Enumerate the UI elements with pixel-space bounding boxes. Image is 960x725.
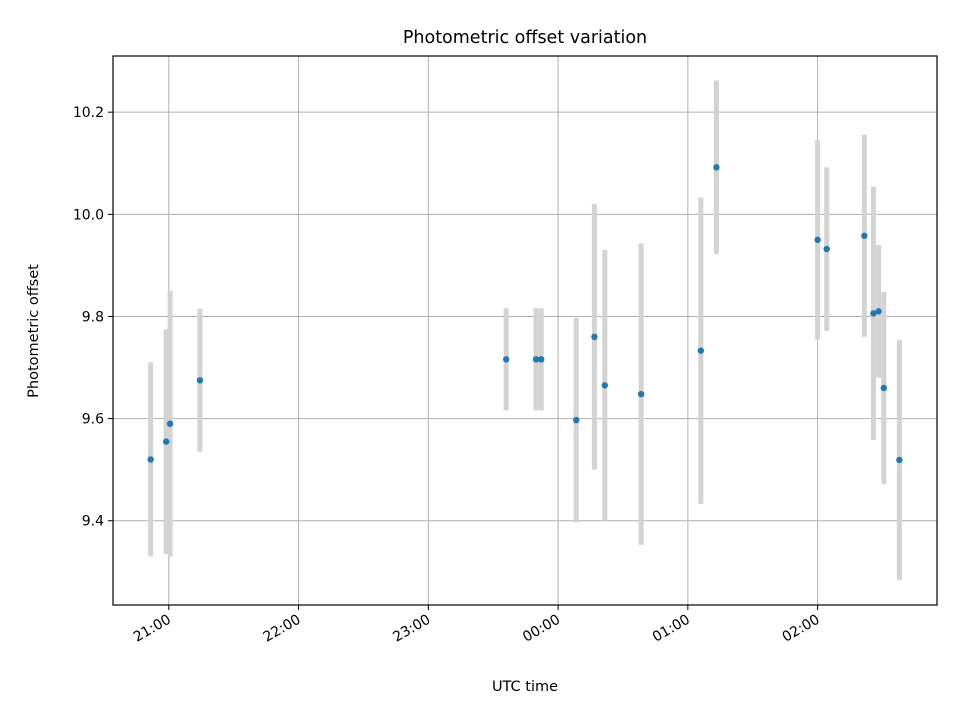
data-point xyxy=(870,310,877,317)
y-tick-label: 10.2 xyxy=(73,105,104,121)
data-point xyxy=(823,245,830,253)
y-axis-label: Photometric offset xyxy=(26,264,42,398)
data-point xyxy=(896,456,903,464)
point-layer xyxy=(147,164,903,464)
data-point xyxy=(502,356,510,363)
y-tick-label: 9.8 xyxy=(82,309,104,325)
data-point xyxy=(814,236,821,244)
data-point xyxy=(697,347,705,354)
x-axis-label: UTC time xyxy=(492,679,558,695)
data-point xyxy=(532,356,540,363)
data-point xyxy=(861,232,868,239)
data-point xyxy=(591,333,598,341)
data-point xyxy=(713,164,720,171)
data-point xyxy=(601,382,609,389)
plot-frame xyxy=(112,55,938,606)
y-tick-label: 9.4 xyxy=(82,514,104,530)
data-point xyxy=(637,390,645,398)
data-point xyxy=(538,356,545,363)
data-point xyxy=(166,420,174,427)
data-point xyxy=(880,384,887,392)
data-point xyxy=(875,308,882,315)
y-tick-label: 10.0 xyxy=(73,207,104,223)
chart-title: Photometric offset variation xyxy=(403,28,647,48)
y-tick-label: 9.6 xyxy=(82,412,104,428)
data-point xyxy=(163,438,170,445)
data-point xyxy=(147,456,154,463)
data-point xyxy=(196,377,204,384)
data-point xyxy=(573,416,580,424)
